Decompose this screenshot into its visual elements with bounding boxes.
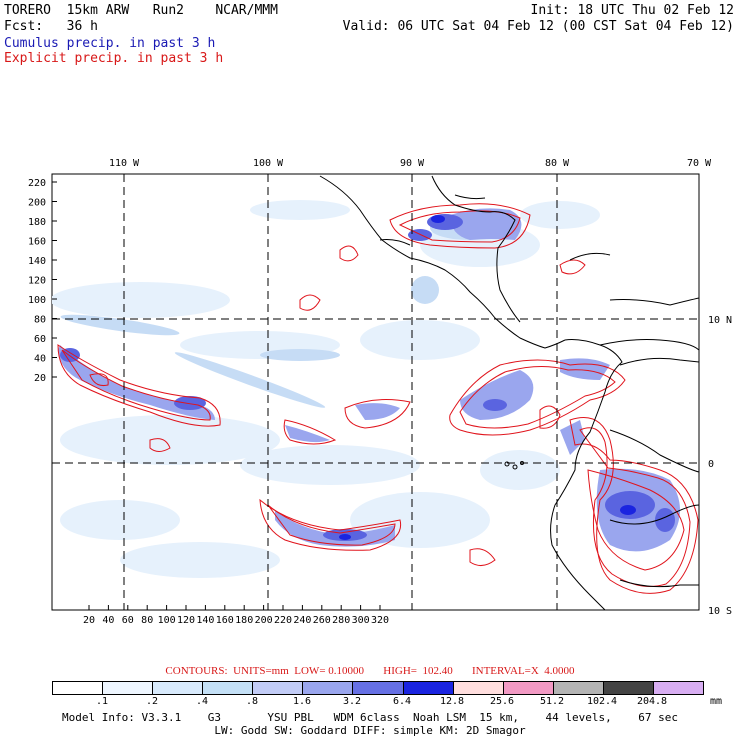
x-tick-label: 120	[177, 615, 195, 626]
legend-value: 1.6	[292, 696, 312, 707]
legend-unit: mm	[710, 696, 723, 707]
y-tick-label: 180	[28, 217, 46, 228]
coastlines	[319, 175, 699, 610]
legend-value: 204.8	[636, 696, 668, 707]
legend-swatch	[602, 682, 653, 694]
x-tick-label: 260	[313, 615, 331, 626]
y-tick-label: 160	[28, 237, 46, 248]
legend-swatch	[452, 682, 503, 694]
longitude-label: 80 W	[545, 158, 570, 169]
latitude-label: 10 N	[708, 315, 732, 326]
init-time: Init: 18 UTC Thu 02 Feb 12	[530, 3, 735, 18]
legend-value: 12.8	[439, 696, 465, 707]
legend-value: .4	[195, 696, 209, 707]
x-tick-label: 320	[371, 615, 389, 626]
legend-value: 102.4	[586, 696, 618, 707]
legend-swatch	[552, 682, 603, 694]
model-title: TORERO 15km ARW Run2 NCAR/MMM	[4, 3, 278, 18]
legend-swatch	[502, 682, 553, 694]
x-tick-label: 180	[235, 615, 253, 626]
y-tick-label: 80	[34, 315, 46, 326]
legend-value: .8	[245, 696, 259, 707]
model-info-line2: LW: Godd SW: Goddard DIFF: simple KM: 2D…	[214, 724, 526, 737]
cumulus-field-label: Cumulus precip. in past 3 h	[4, 36, 216, 51]
cumulus-precip-shading	[52, 200, 600, 578]
x-tick-label: 240	[293, 615, 311, 626]
y-tick-label: 200	[28, 198, 46, 209]
forecast-hour: Fcst: 36 h	[4, 19, 98, 34]
y-tick-label: 60	[34, 334, 46, 345]
longitude-label: 90 W	[400, 158, 425, 169]
legend-swatch	[252, 682, 303, 694]
contour-info: CONTOURS: UNITS=mm LOW= 0.10000 HIGH= 10…	[165, 665, 575, 677]
x-tick-label: 140	[196, 615, 214, 626]
legend-value: 6.4	[392, 696, 412, 707]
legend-value: 51.2	[539, 696, 565, 707]
legend-swatch	[652, 682, 704, 694]
legend-swatch	[152, 682, 203, 694]
y-tick-label: 120	[28, 276, 46, 287]
x-tick-label: 300	[352, 615, 370, 626]
map-frame	[51, 173, 700, 611]
x-tick-label: 20	[83, 615, 95, 626]
legend-swatch	[302, 682, 353, 694]
legend-swatch	[352, 682, 403, 694]
latitude-label: 0	[708, 459, 714, 470]
legend-value: .2	[145, 696, 159, 707]
x-tick-label: 40	[102, 615, 114, 626]
valid-time: Valid: 06 UTC Sat 04 Feb 12 (00 CST Sat …	[342, 19, 734, 34]
x-tick-label: 100	[158, 615, 176, 626]
x-tick-label: 160	[216, 615, 234, 626]
legend-swatch	[402, 682, 453, 694]
color-legend	[52, 681, 704, 695]
x-tick-label: 80	[141, 615, 153, 626]
longitude-label: 110 W	[109, 158, 140, 169]
y-tick-label: 220	[28, 178, 46, 189]
legend-swatch	[202, 682, 253, 694]
y-tick-label: 20	[34, 373, 46, 384]
y-tick-label: 140	[28, 256, 46, 267]
explicit-field-label: Explicit precip. in past 3 h	[4, 51, 224, 66]
legend-swatch	[102, 682, 153, 694]
x-tick-label: 220	[274, 615, 292, 626]
latitude-label: 10 S	[708, 606, 732, 617]
legend-value: 3.2	[342, 696, 362, 707]
longitude-label: 100 W	[253, 158, 284, 169]
y-tick-label: 40	[34, 354, 46, 365]
legend-value: 25.6	[489, 696, 515, 707]
model-info-line1: Model Info: V3.3.1 G3 YSU PBL WDM 6class…	[62, 711, 678, 724]
explicit-precip-contours	[57, 203, 699, 594]
x-tick-label: 60	[122, 615, 134, 626]
x-tick-label: 280	[332, 615, 350, 626]
legend-swatch	[53, 682, 103, 694]
legend-value: .1	[95, 696, 109, 707]
y-tick-label: 100	[28, 295, 46, 306]
longitude-label: 70 W	[687, 158, 712, 169]
x-tick-label: 200	[255, 615, 273, 626]
graticule	[52, 174, 699, 610]
